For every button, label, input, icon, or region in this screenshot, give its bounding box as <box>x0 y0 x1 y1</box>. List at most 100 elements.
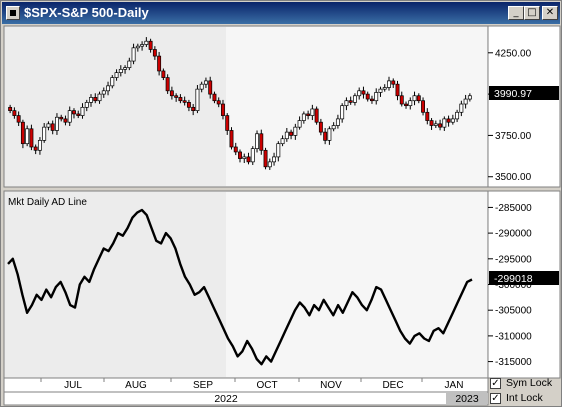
ad-panel-shade <box>226 192 487 377</box>
candle-body <box>169 90 174 97</box>
candle-body <box>370 98 374 102</box>
price-last-badge <box>489 86 559 100</box>
candle-body <box>50 123 55 131</box>
candle-body <box>12 110 17 116</box>
candle-body <box>195 88 200 111</box>
close-button[interactable]: ✕ <box>542 6 558 20</box>
app-icon[interactable] <box>6 6 20 20</box>
price-last-value: 3990.97 <box>494 88 532 100</box>
candle-body <box>123 67 128 70</box>
candle-body <box>425 111 430 121</box>
candle-body <box>327 128 332 141</box>
ad-last-value: -299018 <box>494 273 533 285</box>
candle-body <box>323 131 328 141</box>
title-bar[interactable]: $SPX-S&P 500-Daily _ □ ✕ <box>2 2 560 24</box>
price-tick-label: 3500.00 <box>495 172 532 183</box>
candle-body <box>408 100 413 107</box>
candle-body <box>310 108 315 116</box>
sym-lock-label: Sym Lock <box>506 377 553 389</box>
candle-body <box>301 113 306 121</box>
int-lock-label: Int Lock <box>506 392 543 404</box>
candle-body <box>374 92 379 102</box>
candle-body <box>263 149 268 168</box>
year-label-2023: 2023 <box>455 393 479 405</box>
candle-body <box>455 111 460 120</box>
minimize-button[interactable]: _ <box>508 6 524 20</box>
candle-body <box>318 121 323 133</box>
ad-tick-label: -315000 <box>495 357 532 368</box>
candle-body <box>446 118 451 123</box>
sym-lock-check[interactable]: ✓ <box>490 377 501 389</box>
candle-body <box>89 97 93 103</box>
candle-body <box>250 148 255 163</box>
ad-line <box>7 208 473 366</box>
candle-body <box>114 72 119 78</box>
int-lock-check[interactable]: ✓ <box>490 392 501 404</box>
candle-body <box>20 121 25 145</box>
candle-body <box>110 77 115 87</box>
candle-body <box>306 113 311 116</box>
candle-body <box>29 128 34 148</box>
sym-lock-checkbox[interactable]: ✓ Sym Lock <box>490 377 552 389</box>
ad-tick-label: -285000 <box>495 203 532 214</box>
candle-body <box>352 95 357 103</box>
price-axis-bg <box>487 25 561 188</box>
candle-body <box>135 45 140 49</box>
candle-body <box>178 97 183 102</box>
candle-body <box>467 95 472 100</box>
candle-body <box>118 68 123 73</box>
candle-body <box>191 106 196 111</box>
month-label: AUG <box>125 380 147 391</box>
candle-body <box>165 77 170 92</box>
ad-tick-label: -300000 <box>495 280 532 291</box>
month-label: JUL <box>64 380 82 391</box>
candle-body <box>203 80 208 85</box>
month-label: NOV <box>320 380 342 391</box>
candle-body <box>80 106 85 116</box>
candle-body <box>131 47 136 62</box>
candle-body <box>463 98 468 105</box>
candle-body <box>340 105 345 120</box>
candle-body <box>127 60 132 69</box>
ad-tick-label: -310000 <box>495 331 532 342</box>
candle-body <box>72 110 76 115</box>
candle-body <box>438 123 443 128</box>
candle-body <box>46 123 51 128</box>
candle-body <box>140 44 145 47</box>
candle-body <box>450 118 455 123</box>
candle-body <box>33 146 38 151</box>
candle-body <box>84 102 89 108</box>
candle-body <box>63 118 68 123</box>
candle-body <box>259 133 264 151</box>
candle-body <box>199 83 204 90</box>
maximize-button[interactable]: □ <box>524 6 540 20</box>
year-label-2022: 2022 <box>214 393 238 405</box>
candle-body <box>276 143 281 158</box>
candle-body <box>67 110 72 123</box>
price-candles <box>8 37 472 170</box>
int-lock-checkbox[interactable]: ✓ Int Lock <box>490 392 543 404</box>
candle-body <box>297 120 302 128</box>
candle-body <box>246 156 251 163</box>
candle-body <box>97 93 102 102</box>
price-tick-label: 3750.00 <box>495 131 532 142</box>
candle-body <box>395 83 400 97</box>
candle-body <box>289 131 294 136</box>
candle-body <box>16 115 21 123</box>
candle-body <box>233 146 238 153</box>
candle-body <box>382 87 387 90</box>
candle-body <box>314 108 319 123</box>
candle-body <box>8 106 13 111</box>
ad-panel-label: Mkt Daily AD Line <box>8 197 87 208</box>
candle-body <box>293 126 298 136</box>
candle-body <box>208 80 213 95</box>
year-axis <box>3 391 489 406</box>
candle-body <box>348 100 353 103</box>
candle-body <box>182 100 187 103</box>
candle-body <box>416 95 421 102</box>
candle-body <box>212 93 217 102</box>
candle-body <box>157 55 162 72</box>
candle-body <box>59 116 64 120</box>
